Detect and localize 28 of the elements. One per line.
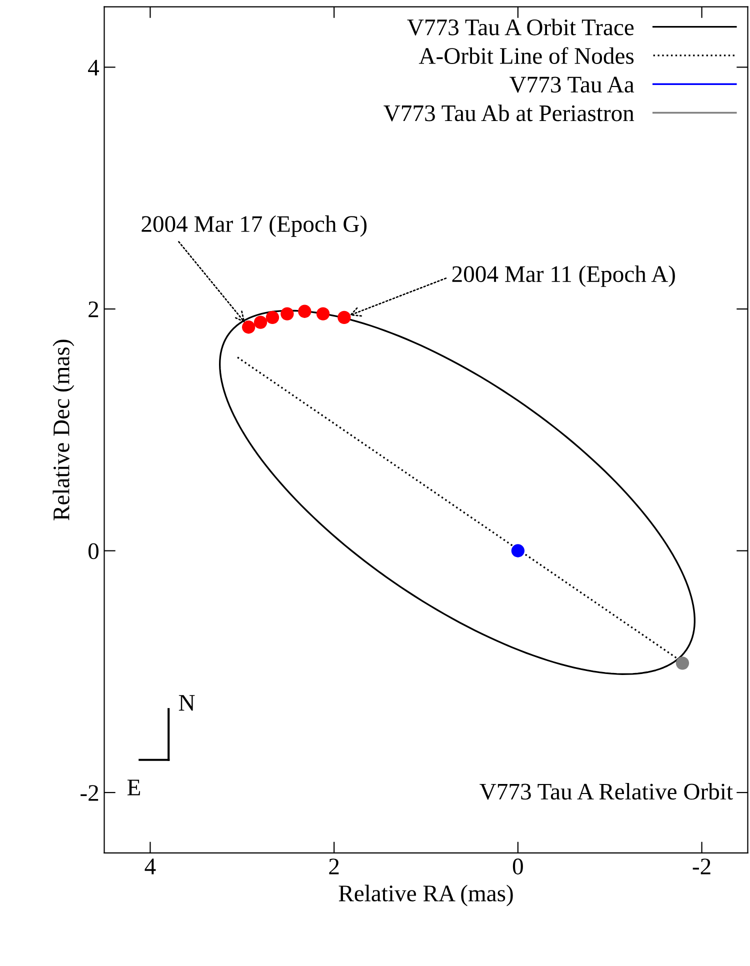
annotation: 2004 Mar 11 (Epoch A) (452, 265, 675, 287)
x-axis-title: Relative RA (mas) (338, 884, 513, 906)
x-tick-label: 2 (329, 858, 339, 874)
point (280, 307, 294, 320)
y-tick-label: -2 (80, 785, 98, 801)
legend-label: A-Orbit Line of Nodes (418, 47, 634, 64)
annotation: N (178, 695, 195, 711)
point (338, 310, 351, 324)
x-tick-label: -2 (692, 858, 710, 874)
point (316, 307, 330, 320)
y-axis-title: Relative Dec (mas) (52, 340, 74, 520)
x-tick-label: 4 (144, 858, 156, 874)
y-tick-label: 4 (88, 60, 100, 76)
point (266, 310, 280, 324)
x-tick-label: 0 (512, 858, 523, 874)
annotation: V773 Tau A Relative Orbit (480, 783, 733, 800)
point (242, 320, 256, 334)
point (676, 656, 690, 670)
point (511, 544, 525, 558)
y-tick-label: 0 (88, 543, 98, 560)
y-tick-label: 2 (88, 302, 98, 318)
point (298, 304, 312, 318)
legend-label: V773 Tau Aa (510, 76, 634, 93)
annotation: 2004 Mar 17 (Epoch G) (142, 215, 367, 237)
annotation: E (127, 780, 140, 796)
legend-label: V773 Tau A Orbit Trace (407, 18, 634, 36)
point (254, 316, 268, 329)
legend-label: V773 Tau Ab at Periastron (384, 104, 634, 122)
